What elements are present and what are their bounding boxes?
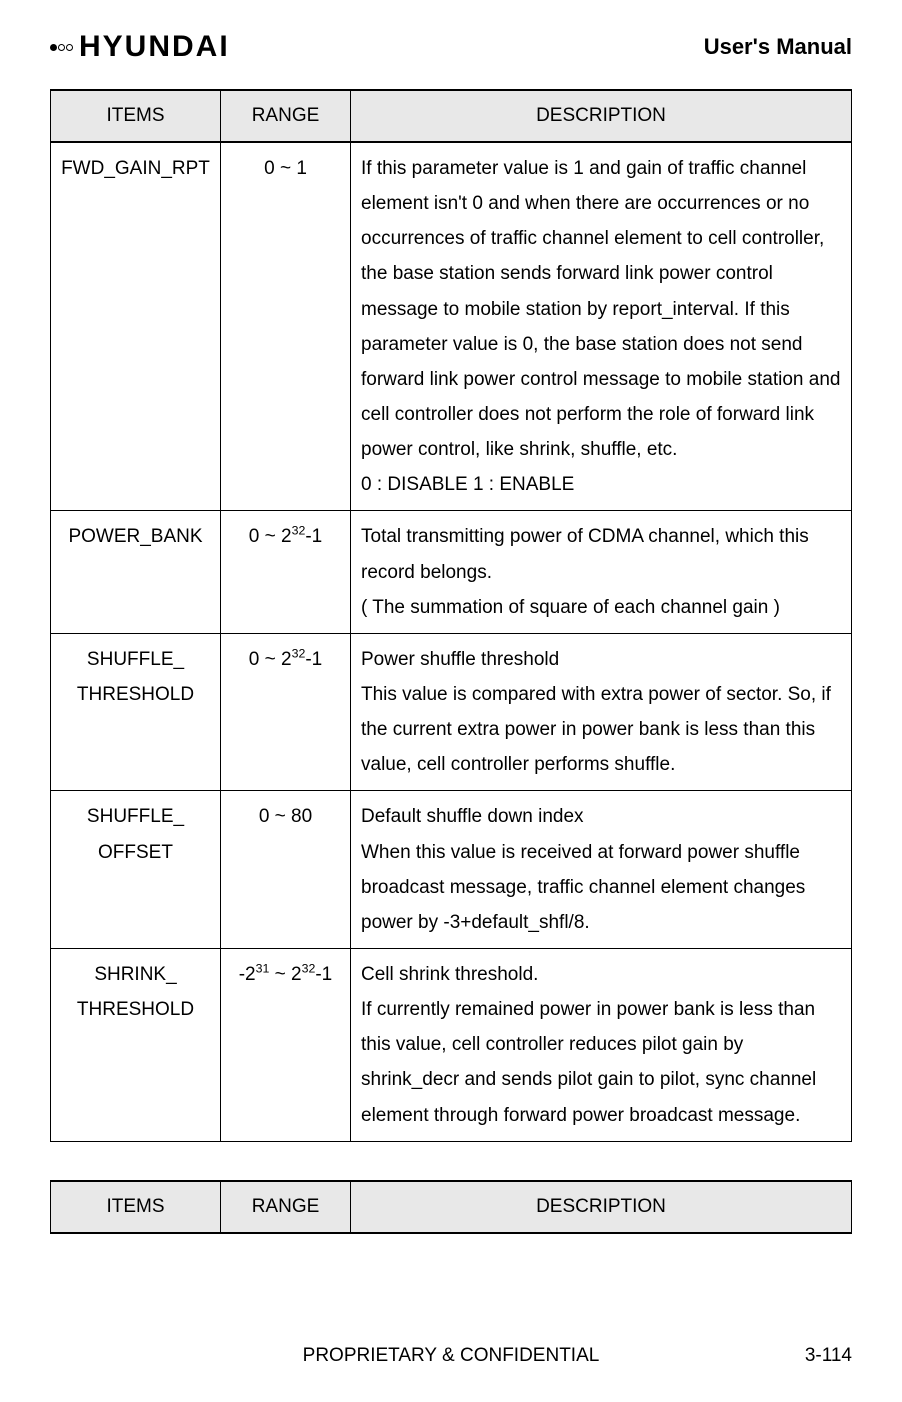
- header-description: DESCRIPTION: [351, 90, 852, 142]
- footer-center: PROPRIETARY & CONFIDENTIAL: [251, 1345, 652, 1367]
- parameters-table-2: ITEMS RANGE DESCRIPTION: [50, 1180, 852, 1234]
- cell-items: SHUFFLE_OFFSET: [51, 791, 221, 949]
- cell-description: Total transmitting power of CDMA channel…: [351, 511, 852, 633]
- cell-description: Default shuffle down indexWhen this valu…: [351, 791, 852, 949]
- parameters-table-1: ITEMS RANGE DESCRIPTION FWD_GAIN_RPT0 ~ …: [50, 89, 852, 1142]
- cell-range: -231 ~ 232-1: [221, 948, 351, 1141]
- table-header-row: ITEMS RANGE DESCRIPTION: [51, 1181, 852, 1233]
- cell-description: Power shuffle thresholdThis value is com…: [351, 633, 852, 791]
- cell-range: 0 ~ 232-1: [221, 633, 351, 791]
- cell-description: Cell shrink threshold.If currently remai…: [351, 948, 852, 1141]
- page-footer: PROPRIETARY & CONFIDENTIAL 3-114: [50, 1325, 852, 1367]
- cell-description: If this parameter value is 1 and gain of…: [351, 142, 852, 511]
- cell-items: SHUFFLE_THRESHOLD: [51, 633, 221, 791]
- table-row: SHUFFLE_THRESHOLD0 ~ 232-1Power shuffle …: [51, 633, 852, 791]
- footer-right: 3-114: [652, 1345, 853, 1367]
- page-header: HYUNDAI User's Manual: [50, 30, 852, 64]
- header-range: RANGE: [221, 90, 351, 142]
- manual-title: User's Manual: [704, 34, 852, 60]
- table-row: POWER_BANK0 ~ 232-1Total transmitting po…: [51, 511, 852, 633]
- table-row: SHUFFLE_OFFSET0 ~ 80Default shuffle down…: [51, 791, 852, 949]
- cell-items: FWD_GAIN_RPT: [51, 142, 221, 511]
- table-header-row: ITEMS RANGE DESCRIPTION: [51, 90, 852, 142]
- hyundai-logo: HYUNDAI: [50, 30, 230, 64]
- logo-text: HYUNDAI: [79, 30, 230, 64]
- header-description: DESCRIPTION: [351, 1181, 852, 1233]
- cell-range: 0 ~ 80: [221, 791, 351, 949]
- header-items: ITEMS: [51, 1181, 221, 1233]
- cell-items: SHRINK_THRESHOLD: [51, 948, 221, 1141]
- header-range: RANGE: [221, 1181, 351, 1233]
- table-row: FWD_GAIN_RPT0 ~ 1If this parameter value…: [51, 142, 852, 511]
- logo-dots-icon: [50, 44, 73, 51]
- cell-items: POWER_BANK: [51, 511, 221, 633]
- cell-range: 0 ~ 1: [221, 142, 351, 511]
- table-row: SHRINK_THRESHOLD-231 ~ 232-1Cell shrink …: [51, 948, 852, 1141]
- header-items: ITEMS: [51, 90, 221, 142]
- cell-range: 0 ~ 232-1: [221, 511, 351, 633]
